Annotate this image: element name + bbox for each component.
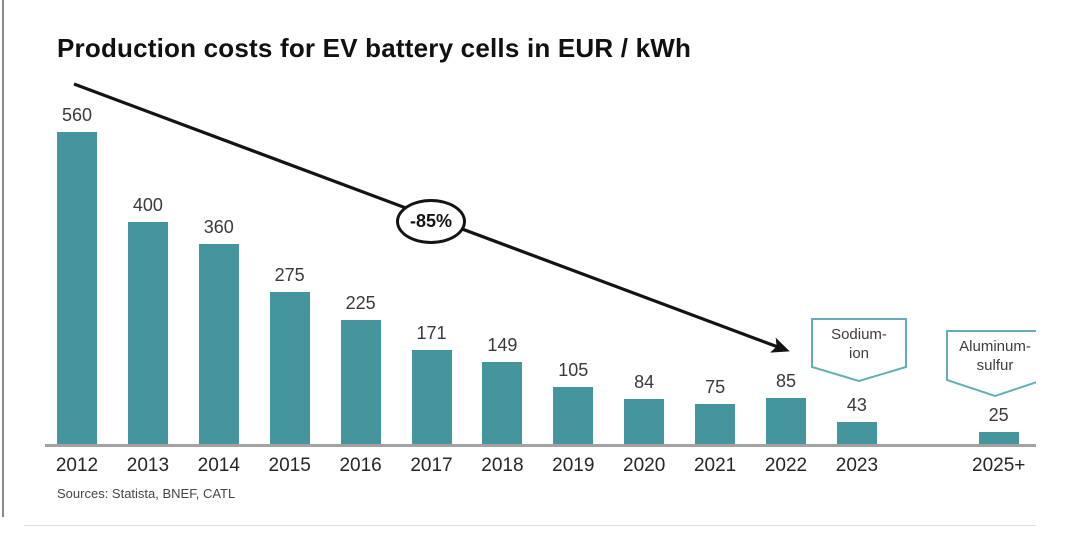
x-axis-label-2012: 2012 xyxy=(55,455,99,476)
bar-value-label-2025+: 25 xyxy=(988,405,1009,425)
bar-value-label-2016: 225 xyxy=(345,293,376,313)
bar-value-label-2015: 275 xyxy=(274,265,305,285)
bar-2013 xyxy=(127,222,168,446)
x-axis-label-2022: 2022 xyxy=(764,455,808,476)
bar-2012 xyxy=(57,132,97,446)
bar-value-label-2017: 171 xyxy=(416,323,447,343)
bar-value-label-2014: 360 xyxy=(203,217,234,237)
chart-area: 560 2012 400 2013 360 2014 275 2015 225 2016 171 20… xyxy=(45,82,1036,476)
x-axis-label-2021: 2021 xyxy=(693,455,737,476)
bars-layer: 560 2012 400 2013 360 2014 275 2015 225 2016 171 20… xyxy=(55,105,1026,476)
x-axis-label-2014: 2014 xyxy=(197,455,240,476)
callout-aluminum-line1: Aluminum- xyxy=(959,338,1031,355)
x-axis-label-2016: 2016 xyxy=(339,455,382,476)
callout-banner-shape xyxy=(811,318,907,383)
bottom-border-rule xyxy=(24,525,1036,526)
decline-percentage-badge: -85% xyxy=(396,199,466,244)
x-axis-label-2020: 2020 xyxy=(623,455,666,476)
x-axis-line xyxy=(45,444,1036,447)
callout-banner-shape xyxy=(946,330,1036,398)
callout-sodium-line1: Sodium- xyxy=(831,326,887,343)
bar-value-label-2018: 149 xyxy=(487,335,518,355)
callout-sodium-text: Sodium- ion xyxy=(811,325,907,363)
bar-2021 xyxy=(695,404,736,446)
bar-value-label-2021: 75 xyxy=(705,377,726,397)
x-axis-label-2023: 2023 xyxy=(835,455,879,476)
bar-value-label-2013: 400 xyxy=(132,195,163,215)
bar-2018 xyxy=(482,362,523,446)
source-note: Sources: Statista, BNEF, CATL xyxy=(57,486,236,501)
left-border-rule xyxy=(2,0,4,517)
callout-aluminum-line2: sulfur xyxy=(976,357,1014,374)
decline-percentage-label: -85% xyxy=(409,211,453,231)
bar-2025+ xyxy=(978,432,1019,446)
x-axis-label-2019: 2019 xyxy=(552,455,595,476)
bar-value-label-2020: 84 xyxy=(634,372,655,392)
callout-aluminum-sulfur: Aluminum- sulfur xyxy=(946,330,1036,400)
x-axis-label-2013: 2013 xyxy=(126,455,170,476)
bar-value-label-2019: 105 xyxy=(558,360,589,380)
bar-value-label-2022: 85 xyxy=(775,371,797,391)
callout-sodium-ion: Sodium- ion xyxy=(811,318,909,386)
bar-value-label-2012: 560 xyxy=(61,105,93,125)
bar-2022 xyxy=(766,398,806,446)
bar-value-label-2023: 43 xyxy=(846,395,867,415)
callout-sodium-line2: ion xyxy=(848,345,870,362)
x-axis-label-2015: 2015 xyxy=(268,455,311,476)
bar-2019 xyxy=(553,387,594,446)
bar-2023 xyxy=(836,422,877,446)
callout-aluminum-text: Aluminum- sulfur xyxy=(946,337,1036,375)
bar-2015 xyxy=(269,292,310,446)
x-axis-label-2018: 2018 xyxy=(481,455,524,476)
bar-2014 xyxy=(198,244,239,446)
bar-2017 xyxy=(411,350,452,446)
bar-2020 xyxy=(624,399,665,446)
chart-title: Production costs for EV battery cells in… xyxy=(57,33,692,63)
bar-2016 xyxy=(340,320,381,446)
x-axis-label-2025+: 2025+ xyxy=(972,455,1026,476)
x-axis-label-2017: 2017 xyxy=(410,455,453,476)
